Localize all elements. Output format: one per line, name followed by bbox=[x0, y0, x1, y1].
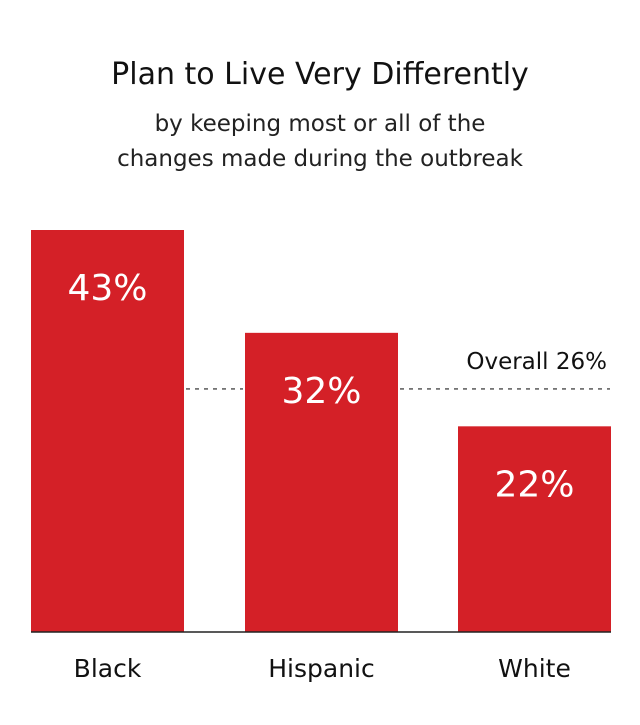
data-label-hispanic: 32% bbox=[281, 371, 361, 412]
category-labels-group: Black Hispanic White bbox=[74, 654, 571, 683]
overall-reference-label: Overall 26% bbox=[466, 349, 607, 375]
category-label-black: Black bbox=[74, 654, 142, 683]
chart-title: Plan to Live Very Differently bbox=[111, 57, 529, 92]
data-label-black: 43% bbox=[67, 268, 147, 309]
bar-black bbox=[31, 230, 184, 632]
chart-subtitle-line-1: by keeping most or all of the bbox=[155, 111, 486, 137]
data-label-white: 22% bbox=[494, 464, 574, 505]
bar-white bbox=[458, 426, 611, 632]
category-label-white: White bbox=[498, 654, 571, 683]
bar-hispanic bbox=[245, 332, 398, 632]
bars-group: 43% 32% 22% bbox=[31, 230, 611, 632]
chart-subtitle-line-2: changes made during the outbreak bbox=[117, 146, 524, 172]
category-label-hispanic: Hispanic bbox=[268, 654, 375, 683]
